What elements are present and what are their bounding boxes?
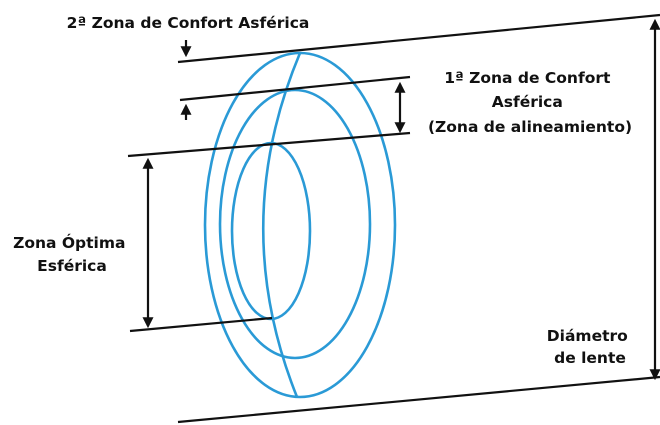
label-line: Asférica	[492, 93, 563, 111]
label-line: de lente	[554, 349, 626, 367]
label-line: 2ª Zona de Confort Asférica	[67, 14, 310, 32]
inner-zone	[230, 141, 312, 321]
middle-zone	[218, 88, 372, 360]
label-line: Esférica	[37, 257, 107, 275]
guide-lines	[127, 13, 660, 424]
label-line: Zona Óptima	[13, 233, 125, 252]
outer-zone	[203, 51, 397, 399]
top-line	[177, 13, 660, 64]
bottom-line	[177, 375, 660, 424]
arrows	[142, 18, 660, 381]
second-line	[179, 75, 411, 102]
label-line: Diámetro	[547, 327, 628, 345]
label-line: (Zona de alineamiento)	[428, 118, 632, 136]
label-optic-zone: Zona Óptima Esférica	[13, 233, 131, 275]
label-first-zone: 1ª Zona de Confort Asférica (Zona de ali…	[428, 69, 632, 136]
third-line	[127, 131, 411, 158]
label-line: 1ª Zona de Confort	[444, 69, 611, 87]
lens-profile	[261, 52, 302, 398]
lens	[203, 51, 397, 399]
label-second-zone: 2ª Zona de Confort Asférica	[67, 14, 310, 32]
label-diameter: Diámetro de lente	[547, 327, 633, 367]
fourth-line	[129, 316, 273, 333]
